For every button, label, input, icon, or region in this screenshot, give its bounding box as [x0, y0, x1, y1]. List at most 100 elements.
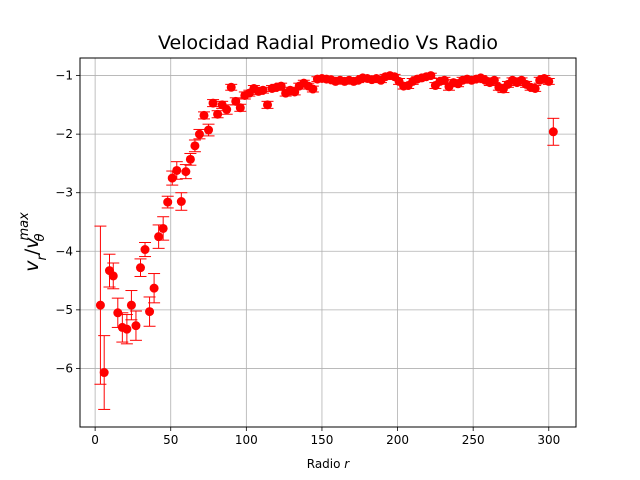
data-point-group [207, 98, 220, 108]
chart-title: Velocidad Radial Promedio Vs Radio [158, 32, 498, 54]
data-point-group [488, 75, 501, 85]
x-tick-label: 50 [163, 433, 178, 447]
data-point-group [429, 81, 442, 91]
data-point [226, 82, 236, 92]
data-point-group [134, 258, 147, 277]
y-label-v2: v [21, 237, 43, 249]
data-point-group [261, 100, 274, 110]
data-point [204, 125, 214, 135]
x-axis-label-text: Radio [307, 457, 345, 471]
data-point-group [148, 273, 161, 304]
data-point-group [256, 85, 269, 95]
data-point-group [107, 262, 120, 290]
y-label-sup-max: max [17, 212, 32, 241]
y-label-sub-theta: θ [33, 234, 48, 242]
y-tick-label: −1 [55, 69, 73, 83]
data-point [163, 197, 173, 207]
data-point [426, 71, 436, 81]
data-point-group [547, 117, 560, 146]
data-point [199, 110, 209, 120]
data-point-group [198, 110, 210, 120]
data-point-group [175, 192, 188, 211]
data-point [154, 232, 164, 242]
data-point [99, 368, 109, 378]
data-point [176, 197, 186, 206]
y-label-v1: v [21, 260, 43, 272]
data-point-group [306, 84, 319, 94]
data-point-group [529, 83, 542, 93]
data-point [263, 100, 273, 110]
data-point [194, 129, 204, 139]
data-series [94, 71, 560, 410]
data-point-group [234, 103, 247, 113]
axes: 0 50 100 150 200 250 300 −6 −5 −4 −3 −2 −1 [55, 69, 560, 447]
data-point [231, 96, 241, 106]
x-tick-label: 100 [235, 433, 258, 447]
data-point [208, 98, 218, 108]
data-point-group [211, 109, 224, 119]
data-point-group [98, 335, 111, 410]
plot-area-frame [79, 57, 577, 428]
data-point [167, 173, 177, 183]
y-tick-label: −6 [55, 361, 73, 375]
data-point-group [139, 242, 152, 258]
data-point [145, 307, 155, 317]
data-point [140, 245, 150, 255]
data-point [235, 103, 245, 113]
data-point [149, 283, 159, 293]
x-tick-label: 200 [386, 433, 409, 447]
data-point [544, 76, 554, 86]
data-point [548, 127, 558, 137]
data-point-group [125, 290, 138, 321]
data-point-group [94, 225, 107, 385]
y-label-slash: / [21, 248, 43, 255]
data-point-group [188, 139, 201, 153]
y-label-sub-r: r [35, 254, 50, 261]
data-point [108, 271, 118, 281]
data-point-group [202, 123, 215, 137]
data-point [258, 85, 268, 95]
data-point [439, 75, 449, 85]
y-tick-label: −5 [55, 303, 73, 317]
data-point [95, 300, 105, 310]
data-point-group [166, 170, 179, 186]
data-point [158, 223, 168, 233]
data-point [213, 109, 223, 119]
data-point [222, 105, 232, 115]
y-tick-label: −3 [55, 186, 73, 200]
data-point [126, 300, 136, 310]
y-tick-label: −2 [55, 127, 73, 141]
data-point [185, 154, 195, 164]
data-point [489, 75, 499, 85]
data-point-group [184, 152, 197, 166]
data-point [172, 165, 182, 175]
data-point [181, 167, 191, 177]
data-point-group [157, 216, 170, 241]
data-point-group [143, 296, 156, 327]
data-point [135, 263, 145, 273]
data-point [308, 84, 318, 94]
x-axis-label-variable: r [344, 457, 350, 471]
data-point-group [129, 310, 142, 341]
data-point-group [438, 75, 451, 85]
y-axis-label: vr/vθmax [17, 212, 50, 272]
y-axis-label-group: vr/vθmax [17, 212, 50, 272]
data-point-group [152, 224, 165, 249]
data-point-group [220, 104, 233, 115]
data-point-group [225, 82, 238, 92]
data-point [530, 83, 540, 93]
data-point-group [179, 164, 192, 180]
data-point-group [424, 71, 437, 81]
data-point-group [170, 161, 183, 180]
data-point-group [238, 90, 251, 100]
y-tick-label: −4 [55, 244, 73, 258]
data-point-group [193, 128, 206, 140]
data-point-group [161, 195, 174, 209]
x-tick-label: 300 [537, 433, 560, 447]
x-axis-label: Radio r [307, 457, 351, 471]
data-point [276, 81, 286, 91]
x-tick-label: 250 [462, 433, 485, 447]
